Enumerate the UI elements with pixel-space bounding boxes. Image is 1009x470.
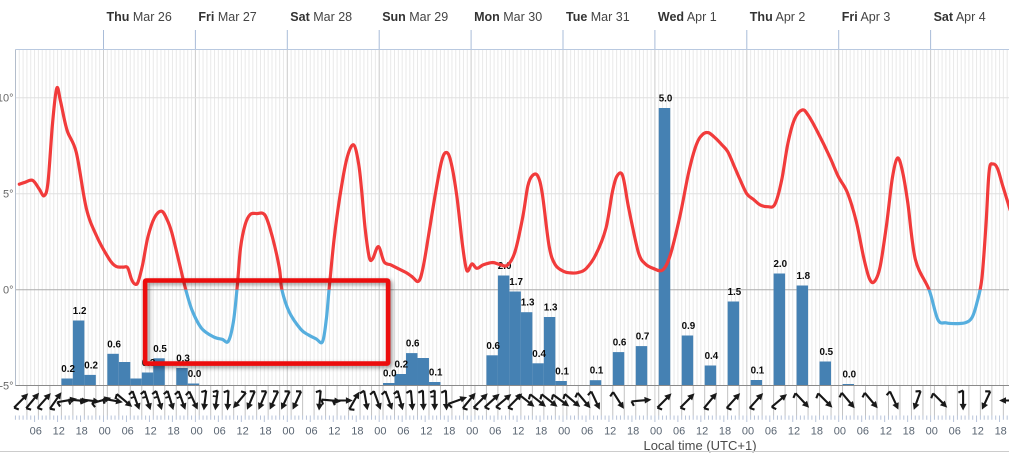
svg-text:0.0: 0.0 bbox=[188, 369, 202, 380]
svg-text:18: 18 bbox=[535, 426, 547, 438]
svg-text:12: 12 bbox=[604, 426, 616, 438]
svg-text:12: 12 bbox=[236, 426, 248, 438]
svg-text:06: 06 bbox=[673, 426, 685, 438]
svg-text:12: 12 bbox=[420, 426, 432, 438]
svg-text:Mon Mar 30: Mon Mar 30 bbox=[474, 10, 542, 24]
svg-text:0.4: 0.4 bbox=[705, 351, 719, 362]
svg-text:Fri Mar 27: Fri Mar 27 bbox=[198, 10, 256, 24]
svg-text:0.1: 0.1 bbox=[590, 366, 604, 377]
svg-text:0.0: 0.0 bbox=[383, 369, 397, 380]
svg-text:Sat Mar 28: Sat Mar 28 bbox=[290, 10, 352, 24]
svg-text:0.1: 0.1 bbox=[429, 368, 443, 379]
svg-text:0.6: 0.6 bbox=[613, 338, 627, 349]
svg-text:0.3: 0.3 bbox=[176, 354, 190, 365]
svg-text:06: 06 bbox=[305, 426, 317, 438]
svg-text:06: 06 bbox=[397, 426, 409, 438]
svg-text:0.2: 0.2 bbox=[61, 364, 75, 375]
svg-text:1.3: 1.3 bbox=[521, 298, 535, 309]
svg-text:18: 18 bbox=[76, 426, 88, 438]
svg-text:18: 18 bbox=[903, 426, 915, 438]
svg-text:06: 06 bbox=[489, 426, 501, 438]
svg-text:5°: 5° bbox=[3, 188, 14, 200]
svg-text:2.0: 2.0 bbox=[773, 259, 787, 270]
svg-text:12: 12 bbox=[328, 426, 340, 438]
svg-text:10°: 10° bbox=[0, 92, 14, 104]
svg-text:0.6: 0.6 bbox=[486, 341, 500, 352]
svg-text:12: 12 bbox=[696, 426, 708, 438]
svg-text:12: 12 bbox=[144, 426, 156, 438]
svg-text:18: 18 bbox=[811, 426, 823, 438]
svg-text:18: 18 bbox=[995, 426, 1007, 438]
svg-text:1.3: 1.3 bbox=[544, 303, 558, 314]
svg-text:00: 00 bbox=[99, 426, 111, 438]
svg-text:0.9: 0.9 bbox=[682, 321, 696, 332]
svg-text:18: 18 bbox=[351, 426, 363, 438]
svg-text:00: 00 bbox=[926, 426, 938, 438]
svg-text:0.4: 0.4 bbox=[532, 349, 546, 360]
svg-text:0°: 0° bbox=[3, 284, 14, 296]
svg-text:Sun Mar 29: Sun Mar 29 bbox=[382, 10, 448, 24]
svg-text:00: 00 bbox=[558, 426, 570, 438]
svg-text:0.7: 0.7 bbox=[636, 332, 650, 343]
svg-text:5.0: 5.0 bbox=[659, 94, 673, 105]
svg-text:0.1: 0.1 bbox=[751, 366, 765, 377]
svg-text:18: 18 bbox=[627, 426, 639, 438]
svg-text:Thu Apr 2: Thu Apr 2 bbox=[750, 10, 806, 24]
svg-text:06: 06 bbox=[765, 426, 777, 438]
svg-text:06: 06 bbox=[30, 426, 42, 438]
svg-text:00: 00 bbox=[190, 426, 202, 438]
svg-text:06: 06 bbox=[213, 426, 225, 438]
svg-text:00: 00 bbox=[650, 426, 662, 438]
svg-text:Thu Mar 26: Thu Mar 26 bbox=[107, 10, 172, 24]
svg-text:1.7: 1.7 bbox=[509, 277, 523, 288]
svg-text:12: 12 bbox=[972, 426, 984, 438]
svg-text:Fri Apr 3: Fri Apr 3 bbox=[842, 10, 891, 24]
svg-text:0.2: 0.2 bbox=[84, 360, 98, 371]
svg-text:1.8: 1.8 bbox=[796, 271, 810, 282]
svg-text:Tue Mar 31: Tue Mar 31 bbox=[566, 10, 630, 24]
svg-text:Wed Apr 1: Wed Apr 1 bbox=[658, 10, 717, 24]
svg-text:1.5: 1.5 bbox=[728, 287, 742, 298]
svg-text:0.2: 0.2 bbox=[394, 360, 408, 371]
svg-text:0.0: 0.0 bbox=[842, 370, 856, 381]
svg-text:12: 12 bbox=[880, 426, 892, 438]
svg-text:18: 18 bbox=[167, 426, 179, 438]
svg-text:06: 06 bbox=[122, 426, 134, 438]
svg-text:-5°: -5° bbox=[0, 380, 14, 392]
svg-text:0.6: 0.6 bbox=[107, 339, 121, 350]
svg-text:12: 12 bbox=[512, 426, 524, 438]
svg-text:18: 18 bbox=[719, 426, 731, 438]
svg-text:18: 18 bbox=[259, 426, 271, 438]
svg-text:0.6: 0.6 bbox=[406, 339, 420, 350]
svg-text:12: 12 bbox=[788, 426, 800, 438]
svg-text:00: 00 bbox=[466, 426, 478, 438]
svg-text:Sat Apr 4: Sat Apr 4 bbox=[934, 10, 986, 24]
svg-text:00: 00 bbox=[742, 426, 754, 438]
svg-text:0.5: 0.5 bbox=[153, 344, 167, 355]
svg-text:18: 18 bbox=[443, 426, 455, 438]
svg-text:0.5: 0.5 bbox=[819, 347, 833, 358]
svg-text:1.2: 1.2 bbox=[73, 306, 87, 317]
svg-text:00: 00 bbox=[374, 426, 386, 438]
svg-text:0.1: 0.1 bbox=[555, 367, 569, 378]
svg-text:12: 12 bbox=[53, 426, 65, 438]
svg-text:06: 06 bbox=[857, 426, 869, 438]
svg-text:Local time (UTC+1): Local time (UTC+1) bbox=[643, 438, 756, 453]
svg-text:00: 00 bbox=[282, 426, 294, 438]
svg-text:06: 06 bbox=[949, 426, 961, 438]
svg-text:06: 06 bbox=[581, 426, 593, 438]
svg-text:00: 00 bbox=[834, 426, 846, 438]
